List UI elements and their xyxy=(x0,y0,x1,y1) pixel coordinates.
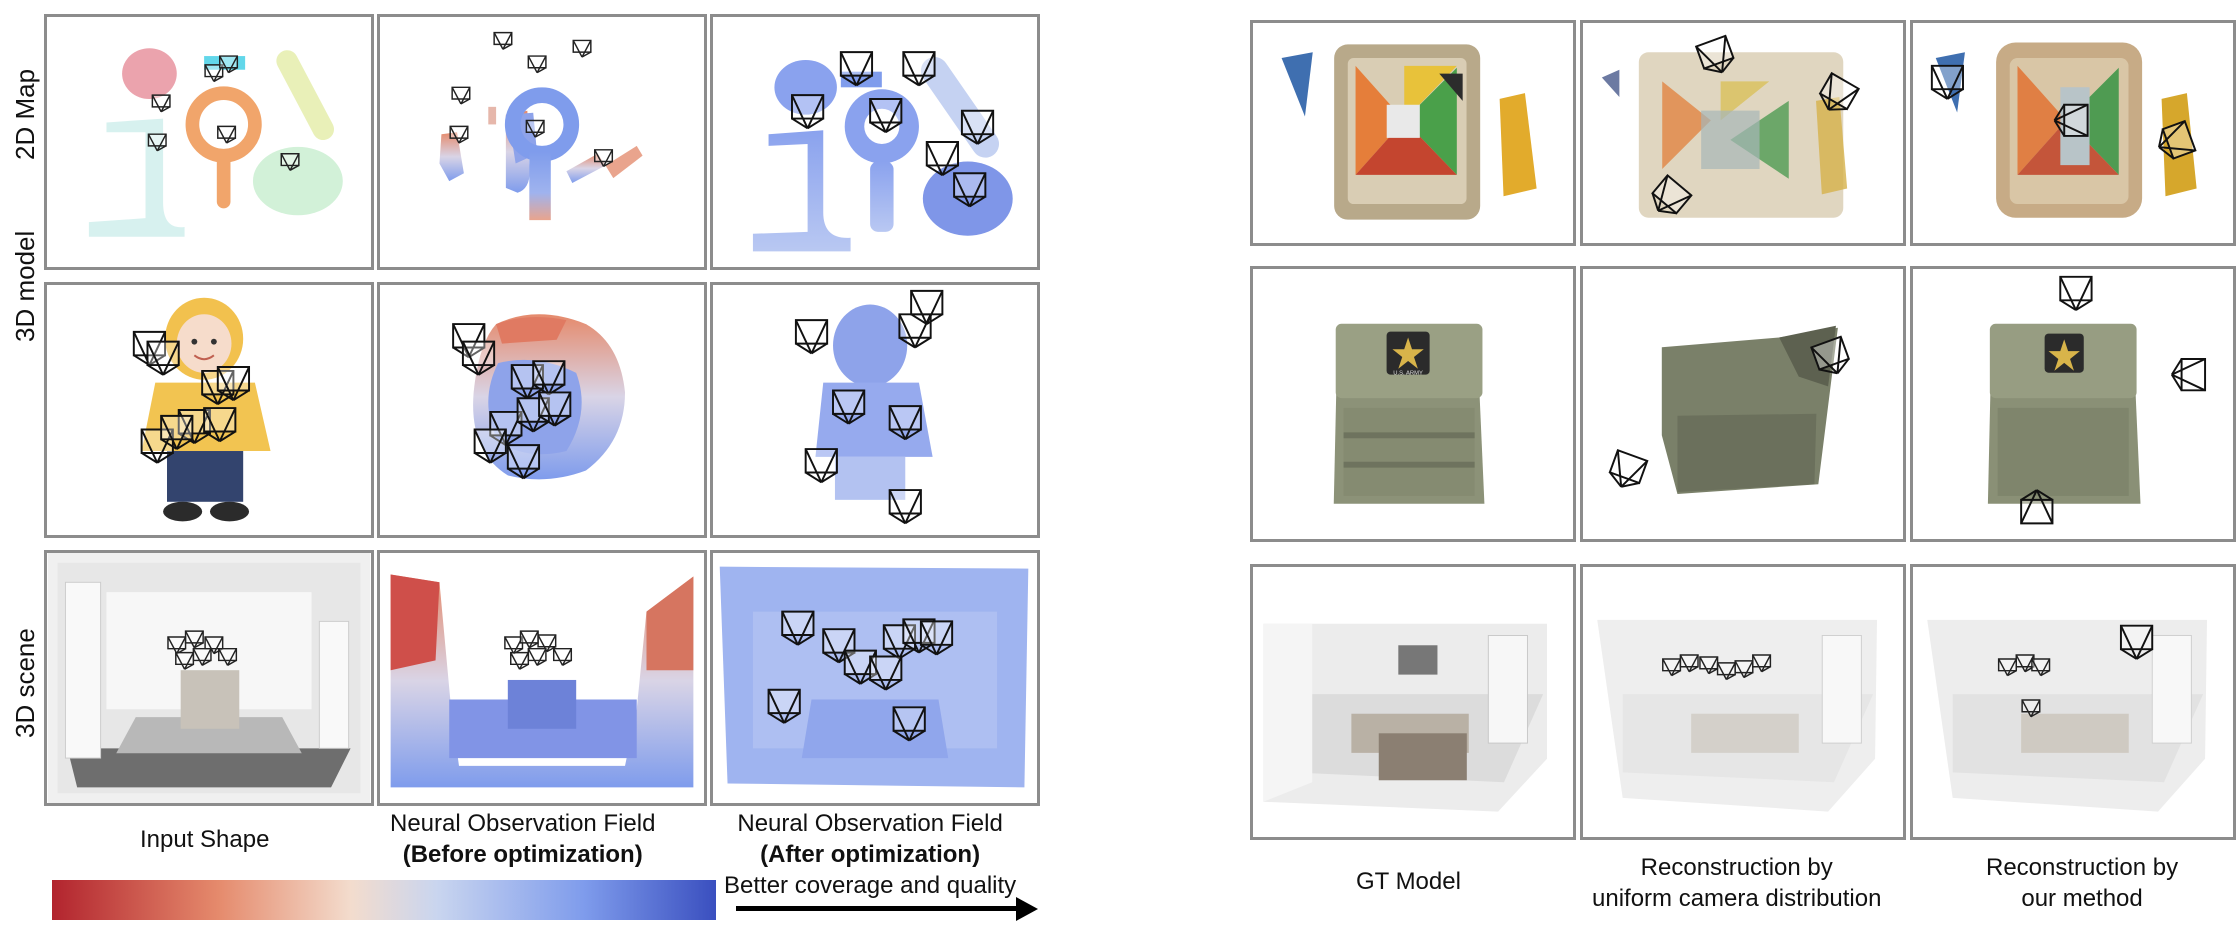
panel-ours-bag xyxy=(1910,266,2236,542)
arrow-head-icon xyxy=(1016,897,1038,921)
caption-arrow-text: Better coverage and quality xyxy=(724,872,1017,899)
caption-nof-before-sub: (Before optimization) xyxy=(402,841,643,868)
panel-uniform-tangram xyxy=(1580,20,1906,246)
caption-input-shape: Input Shape xyxy=(140,826,270,853)
panel-2d-map-input xyxy=(44,14,374,270)
caption-uniform-line2: uniform camera distribution xyxy=(1592,885,1882,912)
caption-nof-before: Neural Observation Field (Before optimiz… xyxy=(390,808,655,870)
caption-nof-before-title: Neural Observation Field xyxy=(390,810,656,837)
panel-3d-scene-input xyxy=(44,550,374,806)
panel-3d-model-before xyxy=(377,282,707,538)
caption-ours-line1: Reconstruction by xyxy=(1986,854,2179,881)
panel-uniform-bag xyxy=(1580,266,1906,542)
caption-uniform: Reconstruction by uniform camera distrib… xyxy=(1592,852,1881,914)
army-badge-text: U.S. ARMY xyxy=(1393,371,1423,377)
row-label-3d-scene: 3D scene xyxy=(10,628,40,738)
panel-3d-scene-before xyxy=(377,550,707,806)
caption-ours-line2: our method xyxy=(2021,885,2143,912)
row-label-2d-map: 2D Map xyxy=(10,68,40,160)
caption-ours: Reconstruction by our method xyxy=(1986,852,2178,914)
panel-2d-map-before xyxy=(377,14,707,270)
panel-ours-room xyxy=(1910,564,2236,840)
panel-3d-scene-after xyxy=(710,550,1040,806)
arrow-line xyxy=(736,906,1020,911)
panel-ours-tangram xyxy=(1910,20,2236,246)
panel-uniform-room xyxy=(1580,564,1906,840)
caption-nof-after-title: Neural Observation Field xyxy=(737,810,1003,837)
panel-gt-tangram xyxy=(1250,20,1576,246)
caption-uniform-line1: Reconstruction by xyxy=(1640,854,1833,881)
panel-gt-room xyxy=(1250,564,1576,840)
colorbar xyxy=(52,880,716,920)
caption-nof-after: Neural Observation Field (After optimiza… xyxy=(724,808,1016,901)
panel-gt-bag: U.S. ARMY xyxy=(1250,266,1576,542)
panel-3d-model-after xyxy=(710,282,1040,538)
caption-nof-after-sub: (After optimization) xyxy=(760,841,981,868)
caption-gt-model: GT Model xyxy=(1356,868,1461,895)
panel-3d-model-input xyxy=(44,282,374,538)
panel-2d-map-after xyxy=(710,14,1040,270)
row-label-3d-model: 3D model xyxy=(10,230,40,342)
